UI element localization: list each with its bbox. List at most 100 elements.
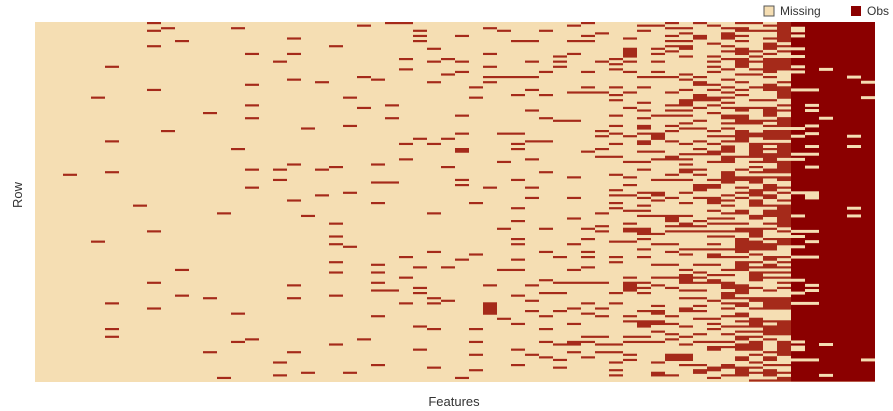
observed-cell (777, 117, 791, 128)
observed-cell (595, 212, 609, 215)
observed-cell (637, 29, 651, 32)
observed-cell (749, 227, 763, 238)
observed-cell (385, 181, 399, 184)
observed-cell (721, 346, 735, 349)
observed-cell (273, 60, 287, 63)
observed-cell (469, 86, 483, 89)
observed-cell (525, 140, 539, 143)
observed-cell (777, 256, 791, 259)
observed-cell (693, 248, 707, 251)
observed-cell (567, 351, 581, 354)
observed-cell (693, 81, 707, 86)
observed-cell (497, 317, 511, 320)
observed-cell (777, 191, 791, 194)
observed-cell (777, 297, 791, 310)
observed-cell (805, 127, 819, 133)
observed-cell (413, 34, 427, 38)
observed-cell (749, 73, 763, 76)
observed-cell (637, 117, 651, 120)
observed-cell (399, 276, 413, 279)
observed-cell (287, 52, 301, 56)
observed-cell (721, 292, 735, 300)
observed-cell (413, 292, 427, 295)
observed-cell (791, 248, 805, 256)
observed-cell (273, 361, 287, 364)
observed-cell (721, 127, 735, 130)
observed-cell (735, 191, 749, 194)
observed-cell (511, 148, 525, 151)
observed-cell (609, 132, 623, 135)
observed-cell (791, 281, 805, 292)
observed-cell (679, 127, 693, 130)
observed-cell (525, 88, 539, 92)
observed-cell (623, 335, 637, 338)
observed-cell (623, 227, 637, 233)
observed-cell (847, 209, 861, 215)
observed-cell (441, 73, 455, 76)
observed-cell (287, 163, 301, 166)
observed-cell (553, 281, 567, 284)
observed-cell (623, 315, 637, 318)
observed-cell (693, 106, 707, 110)
observed-cell (329, 294, 343, 297)
observed-cell (567, 281, 581, 284)
observed-cell (427, 60, 441, 63)
observed-cell (721, 171, 735, 184)
observed-cell (399, 22, 413, 25)
observed-cell (721, 140, 735, 143)
observed-cell (721, 212, 735, 215)
observed-cell (455, 60, 469, 63)
observed-cell (245, 168, 259, 171)
observed-cell (707, 135, 721, 138)
observed-cell (777, 176, 791, 182)
observed-cell (763, 24, 777, 27)
observed-cell (357, 24, 371, 27)
observed-cell (371, 289, 385, 292)
observed-cell (147, 22, 161, 25)
observed-cell (231, 312, 245, 315)
observed-cell (343, 96, 357, 99)
observed-cell (679, 253, 693, 256)
observed-cell (539, 227, 553, 230)
observed-cell (511, 94, 525, 97)
observed-cell (553, 65, 567, 68)
observed-cell (777, 199, 791, 202)
observed-cell (469, 96, 483, 99)
observed-cell (679, 45, 693, 50)
observed-cell (777, 22, 791, 43)
observed-cell (693, 310, 707, 313)
observed-cell (735, 58, 749, 68)
observed-cell (679, 109, 693, 112)
observed-cell (777, 276, 791, 279)
observed-cell (413, 40, 427, 43)
observed-cell (791, 343, 805, 346)
observed-cell (777, 320, 791, 336)
observed-cell (707, 112, 721, 115)
observed-cell (763, 351, 777, 354)
observed-cell (791, 238, 805, 246)
observed-cell (707, 65, 721, 68)
observed-cell (763, 222, 777, 225)
observed-cell (567, 217, 581, 220)
observed-cell (609, 124, 623, 128)
observed-cell (371, 163, 385, 166)
observed-cell (539, 140, 553, 143)
observed-cell (637, 281, 651, 284)
observed-cell (735, 176, 749, 182)
observed-cell (595, 343, 609, 346)
observed-cell (735, 40, 749, 43)
observed-cell (651, 243, 665, 246)
observed-cell (763, 209, 777, 218)
observed-cell (595, 32, 609, 35)
observed-cell (791, 160, 805, 192)
observed-cell (791, 130, 805, 135)
observed-cell (637, 248, 651, 251)
observed-cell (707, 317, 721, 320)
observed-cell (763, 58, 777, 74)
observed-cell (469, 328, 483, 331)
observed-cell (567, 52, 581, 56)
observed-cell (651, 76, 665, 79)
observed-cell (665, 91, 679, 94)
observed-cell (679, 40, 693, 43)
observed-cell (847, 137, 861, 146)
